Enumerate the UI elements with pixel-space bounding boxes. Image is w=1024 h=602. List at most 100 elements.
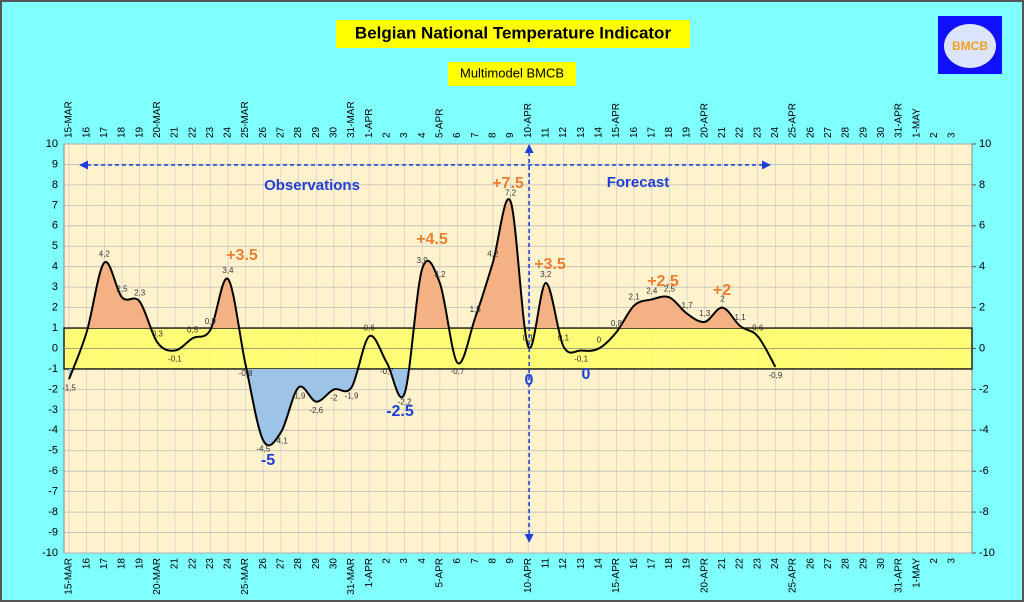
- y-tick-label: 1: [52, 322, 58, 334]
- x-tick-label-bottom: 16: [629, 558, 640, 570]
- x-tick-label-bottom: 27: [823, 558, 834, 570]
- y2-tick-label: 0: [979, 342, 985, 354]
- y2-tick-label: -6: [979, 465, 989, 477]
- x-tick-label-bottom: 27: [276, 558, 287, 570]
- x-tick-label-top: 10-APR: [523, 103, 534, 138]
- y-tick-label: -6: [48, 465, 58, 477]
- data-label: 2,3: [134, 289, 146, 298]
- x-tick-label-top: 14: [593, 126, 604, 138]
- x-tick-label-top: 1-MAY: [911, 108, 922, 138]
- data-label: 0,8: [611, 319, 623, 328]
- data-label: -0,9: [769, 371, 783, 380]
- data-label: 2,1: [629, 293, 641, 302]
- x-tick-label-bottom: 24: [770, 558, 781, 570]
- x-tick-label-top: 24: [770, 126, 781, 138]
- x-tick-label-bottom: 1-APR: [364, 558, 375, 587]
- data-label: 0,1: [558, 334, 570, 343]
- x-tick-label-top: 2: [382, 132, 393, 138]
- y-tick-label: 9: [52, 158, 58, 170]
- data-label: 3,2: [434, 270, 446, 279]
- x-tick-label-top: 25-APR: [788, 103, 799, 138]
- x-tick-label-top: 19: [682, 126, 693, 138]
- x-tick-label-top: 28: [841, 126, 852, 138]
- x-tick-label-bottom: 26: [258, 558, 269, 570]
- x-tick-label-top: 18: [117, 126, 128, 138]
- data-label: -1,5: [62, 383, 76, 392]
- x-tick-label-top: 9: [505, 132, 516, 138]
- x-tick-label-bottom: 2: [382, 558, 393, 564]
- x-tick-label-top: 13: [576, 126, 587, 138]
- data-label: -1,9: [345, 391, 359, 400]
- annotation: +2.5: [647, 273, 679, 290]
- title-box: [336, 20, 690, 48]
- chart-subtitle: Multimodel BMCB: [460, 65, 564, 80]
- data-label: -2,2: [398, 398, 412, 407]
- x-tick-label-bottom: 13: [576, 558, 587, 570]
- x-tick-label-top: 24: [223, 126, 234, 138]
- x-tick-label-bottom: 31-MAR: [346, 558, 357, 595]
- data-label: 2,5: [116, 284, 128, 293]
- y-tick-label: -3: [48, 404, 58, 416]
- y2-tick-label: -2: [979, 383, 989, 395]
- y-tick-label: 4: [52, 261, 58, 273]
- data-label: 1,5: [470, 305, 482, 314]
- y2-tick-label: 2: [979, 302, 985, 314]
- x-tick-label-bottom: 29: [311, 558, 322, 570]
- x-tick-label-top: 18: [664, 126, 675, 138]
- data-label: -0,7: [451, 367, 465, 376]
- x-tick-label-top: 21: [717, 126, 728, 138]
- x-tick-label-bottom: 6: [452, 558, 463, 564]
- y2-tick-label: 10: [979, 138, 991, 150]
- chart-title: Belgian National Temperature Indicator: [355, 23, 672, 42]
- x-tick-label-bottom: 15-MAR: [64, 558, 75, 595]
- y2-tick-label: -4: [979, 424, 989, 436]
- y2-tick-label: 4: [979, 261, 985, 273]
- x-tick-label-top: 7: [470, 132, 481, 138]
- y-tick-label: 6: [52, 220, 58, 232]
- x-tick-label-top: 17: [646, 126, 657, 138]
- x-tick-label-top: 15-APR: [611, 103, 622, 138]
- annotation: 0: [525, 372, 534, 389]
- x-tick-label-bottom: 14: [593, 558, 604, 570]
- x-tick-label-bottom: 18: [117, 558, 128, 570]
- x-tick-label-top: 17: [99, 126, 110, 138]
- x-tick-label-top: 20-MAR: [152, 101, 163, 138]
- data-label: -0,8: [239, 369, 253, 378]
- data-label: 1,1: [735, 313, 747, 322]
- data-label: -0,7: [380, 367, 394, 376]
- x-tick-label-bottom: 11: [540, 558, 551, 569]
- x-tick-label-top: 5-APR: [435, 109, 446, 138]
- x-tick-label-bottom: 5-APR: [435, 558, 446, 587]
- x-tick-label-bottom: 16: [81, 558, 92, 570]
- data-label: -0,1: [168, 355, 182, 364]
- data-label: 0,6: [752, 323, 764, 332]
- y-tick-label: 3: [52, 281, 58, 293]
- x-tick-label-bottom: 2: [929, 558, 940, 564]
- data-label: 1,3: [699, 309, 711, 318]
- x-tick-label-bottom: 8: [487, 558, 498, 564]
- x-tick-label-top: 29: [858, 126, 869, 138]
- x-tick-label-bottom: 20-MAR: [152, 558, 163, 595]
- x-tick-label-top: 3: [947, 132, 958, 138]
- y-tick-label: -2: [48, 383, 58, 395]
- x-tick-label-top: 20-APR: [699, 103, 710, 138]
- x-tick-label-bottom: 19: [134, 558, 145, 570]
- data-label: 3,9: [417, 256, 429, 265]
- line: [68, 198, 777, 447]
- x-tick-label-top: 25-MAR: [240, 101, 251, 138]
- x-tick-label-bottom: 18: [664, 558, 675, 570]
- x-tick-label-top: 27: [276, 126, 287, 138]
- annotation: Forecast: [607, 174, 670, 191]
- subtitle-box: [448, 62, 576, 86]
- x-tick-label-top: 16: [629, 126, 640, 138]
- x-tick-label-top: 1-APR: [364, 109, 375, 138]
- y2-tick-label: -8: [979, 506, 989, 518]
- x-tick-label-bottom: 26: [805, 558, 816, 570]
- area-above: [69, 199, 776, 329]
- y-tick-label: 2: [52, 302, 58, 314]
- x-tick-label-bottom: 29: [858, 558, 869, 570]
- data-label: 2,4: [646, 287, 658, 296]
- y2-tick-label: 8: [979, 179, 985, 191]
- x-tick-label-top: 22: [187, 126, 198, 138]
- x-tick-label-top: 15-MAR: [64, 101, 75, 138]
